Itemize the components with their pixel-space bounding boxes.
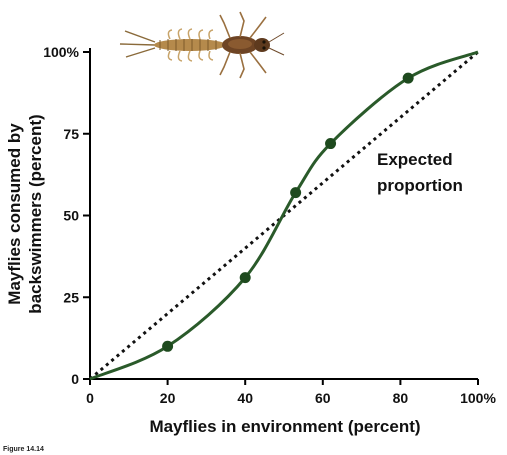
y-axis-title-line-2: backswimmers (percent) — [26, 114, 45, 313]
x-tick-label: 20 — [160, 390, 176, 406]
observed-points — [162, 72, 414, 352]
x-tick-label: 100% — [460, 390, 496, 406]
y-axis-title-line-1: Mayflies consumed by — [5, 123, 24, 305]
x-tick-label: 60 — [315, 390, 331, 406]
y-tick-label: 75 — [63, 126, 79, 142]
observed-data-point — [325, 138, 337, 150]
mayfly-larva-icon — [119, 11, 285, 79]
observed-curve — [89, 50, 479, 381]
y-tick-label: 100% — [43, 44, 79, 60]
y-tick-label: 25 — [63, 289, 79, 305]
expected-label-line-1: Expected — [377, 150, 453, 169]
observed-data-point — [402, 72, 414, 84]
x-tick-label: 40 — [237, 390, 253, 406]
observed-data-point — [162, 340, 174, 352]
expected-label-line-2: proportion — [377, 176, 463, 195]
observed-data-point — [290, 187, 302, 199]
y-tick-label: 50 — [63, 208, 79, 224]
observed-data-point — [239, 272, 251, 284]
x-axis-title: Mayflies in environment (percent) — [149, 417, 420, 436]
x-tick-label: 80 — [393, 390, 409, 406]
x-ticks: 0 20 40 60 80 100% — [86, 379, 496, 406]
x-tick-label: 0 — [86, 390, 94, 406]
figure-caption: Figure 14.14 — [3, 446, 44, 453]
y-tick-label: 0 — [71, 371, 79, 387]
y-ticks: 0 25 50 75 100% — [43, 44, 90, 387]
